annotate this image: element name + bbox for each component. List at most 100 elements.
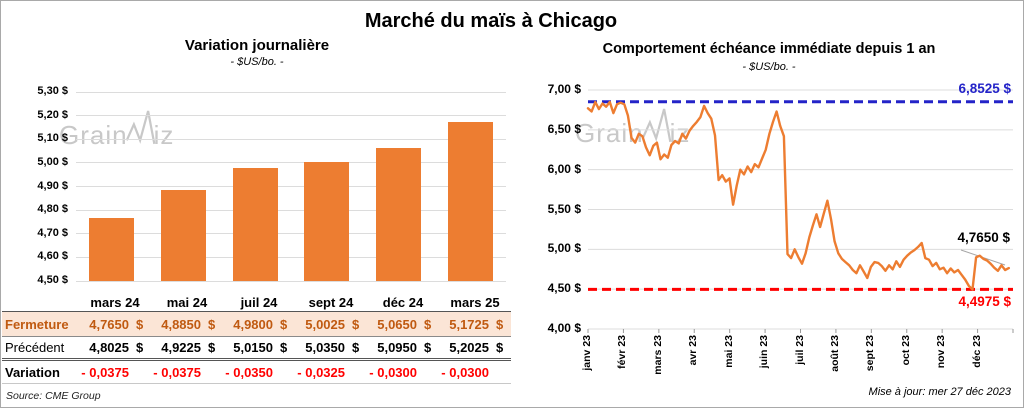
bar-y-tick-label: 5,20 $ [37,108,68,121]
currency-symbol: $ [424,340,432,355]
x-tick-label: févr 23 [616,335,629,369]
cell-value: 5,2025 [449,340,489,355]
cell-value: - 0,0375 [81,364,129,380]
table-cell: 4,9800 $ [223,317,295,332]
currency-symbol: $ [496,340,504,355]
table-cell: 5,0150 $ [223,340,295,355]
line-y-tick-label: 6,00 $ [547,161,581,176]
table-cell: 5,2025 $ [439,340,511,355]
table-cell: 5,0350 $ [295,340,367,355]
bar-chart-subtitle: - $US/bo. - [230,56,284,68]
x-tick-label: oct 23 [899,335,912,366]
row-label: Précédent [5,340,65,355]
x-tick-label: juil 23 [793,335,806,365]
table-row-variation: Variation - 0,0375 - 0,0375 - 0,0350 - 0,032… [2,361,511,384]
currency-symbol: $ [496,316,504,332]
column-header: mai 24 [166,295,208,310]
bar-chart-gridline [76,186,506,187]
bar-mars-24 [89,218,135,281]
currency-symbol: $ [136,340,144,355]
cell-value: 4,9800 [233,316,273,332]
bar-chart-plot [76,91,506,282]
bar-mai-24 [161,190,206,281]
row-label: Fermeture [5,316,69,332]
line-y-tick-label: 4,00 $ [547,321,581,335]
currency-symbol: $ [424,316,432,332]
bar-mars-25 [447,122,493,281]
x-tick-label: mars 23 [651,335,664,375]
cell-value: - 0,0300 [369,364,417,380]
x-tick-label: janv 23 [581,335,593,371]
table-cell: 5,0650 $ [367,317,439,332]
table-cell: - 0,0375 [79,365,151,380]
bar-y-tick-label: 4,80 $ [37,203,68,216]
table-cell: - 0,0300 [439,365,511,380]
bar-y-tick-label: 5,00 $ [37,155,68,168]
bar-chart-title: Variation journalière [184,37,330,54]
table-cell: 5,0025 $ [295,317,367,332]
cell-value: 4,8850 [161,316,201,332]
line-y-tick-label: 4,50 $ [547,281,581,296]
x-tick-label: juin 23 [758,335,771,369]
last-price-label: 4,7650 $ [957,230,1010,245]
bar-y-tick-label: 4,50 $ [37,274,68,286]
line-y-tick-label: 7,00 $ [547,82,581,96]
currency-symbol: $ [280,340,288,355]
table-cell: 4,8025 $ [79,340,151,355]
column-header: mars 25 [450,295,500,310]
x-tick-label: avr 23 [687,335,700,366]
update-note: Mise à jour: mer 27 déc 2023 [868,386,1011,398]
bar-chart-gridline [76,280,506,282]
bar-chart-gridline [76,256,506,258]
bar-y-tick-label: 4,60 $ [37,250,68,263]
line-y-tick-label: 5,00 $ [547,241,581,256]
bar-juil-24 [232,167,278,281]
bar-y-tick-label: 4,70 $ [37,226,68,239]
bar-chart-gridline [76,162,506,164]
table-cell: - 0,0350 [223,365,295,380]
table-cell: - 0,0325 [295,365,367,380]
cell-value: - 0,0325 [297,364,345,380]
table-cell: 4,8850 $ [151,317,223,332]
source-note: Source: CME Group [6,390,101,402]
currency-symbol: $ [352,340,360,355]
cell-value: 5,0025 [305,316,345,332]
table-cell: 5,1725 $ [439,317,511,332]
bar-y-tick-label: 5,10 $ [37,132,68,145]
cell-value: - 0,0350 [225,364,273,380]
bar-déc-24 [376,147,421,281]
table-cell: 4,9225 $ [151,340,223,355]
x-tick-label: déc 23 [970,335,983,368]
currency-symbol: $ [352,316,360,332]
column-header: sept 24 [308,295,354,310]
bar-chart-gridline [76,209,506,211]
column-header: mars 24 [90,295,140,310]
cell-value: - 0,0375 [153,364,201,380]
x-tick-label: sept 23 [864,335,877,372]
line-y-tick-label: 6,50 $ [547,121,581,136]
row-label: Variation [5,364,60,380]
bar-sept-24 [304,162,350,281]
table-cell: - 0,0375 [151,365,223,380]
column-header: juil 24 [240,295,278,310]
page-title: Marché du maïs à Chicago [364,10,618,32]
table-row-precedent: Précédent 4,8025 $4,9225 $5,0150 $5,0350 $5,0… [2,337,511,361]
line-chart-plot [586,89,1014,333]
year-low-label: 4,4975 $ [958,294,1011,309]
column-header: déc 24 [382,295,424,310]
table-cell: 4,7650 $ [79,317,151,332]
bar-y-tick-label: 4,90 $ [37,179,68,192]
bar-chart-gridline [76,91,506,93]
bar-chart-gridline [76,115,506,117]
bar-chart-gridline [76,233,506,235]
cell-value: 4,9225 [161,340,201,355]
cell-value: - 0,0300 [441,364,489,380]
currency-symbol: $ [208,316,216,332]
cell-value: 5,0150 [233,340,273,355]
table-row-fermeture: Fermeture 4,7650 $4,8850 $4,9800 $5,0025 $5,0… [2,312,511,337]
currency-symbol: $ [136,316,144,332]
bar-y-tick-label: 5,30 $ [37,85,68,97]
cell-value: 5,0950 [377,340,417,355]
